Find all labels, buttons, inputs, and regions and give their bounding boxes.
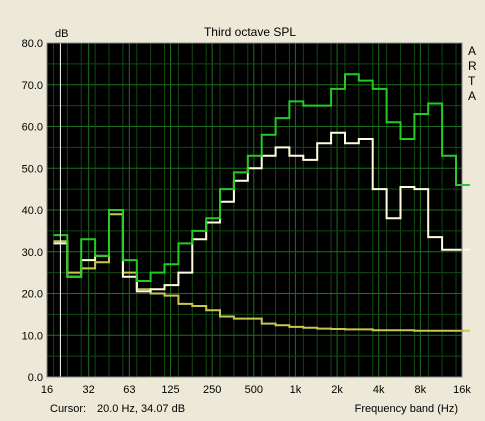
y-tick-label: 20.0 [22,289,43,301]
y-tick-label: 80.0 [22,38,43,50]
x-tick-label: 2k [331,384,343,396]
chart-title: Third octave SPL [204,25,296,39]
y-axis-ticks: 0.0 10.0 20.0 30.0 40.0 50.0 60.0 70.0 80.0 [22,38,43,384]
cursor-readout: 20.0 Hz, 34.07 dB [97,403,185,415]
x-tick-label: 125 [161,384,179,396]
x-tick-label: 4k [373,384,385,396]
y-tick-label: 70.0 [22,80,43,92]
series-layer [53,73,470,332]
x-tick-label: 16 [41,384,53,396]
x-axis-label: Frequency band (Hz) [355,403,458,415]
y-axis-unit-label: dB [55,28,68,40]
brand-letter: A [468,44,476,58]
y-tick-label: 0.0 [28,372,43,384]
x-tick-label: 250 [203,384,221,396]
plot-border [46,42,463,378]
x-tick-label: 8k [415,384,427,396]
x-tick-label: 500 [245,384,263,396]
series-0-line [53,73,470,282]
brand-letter: T [468,74,476,88]
x-tick-label: 32 [83,384,95,396]
x-tick-label: 16k [453,384,471,396]
y-tick-label: 10.0 [22,330,43,342]
y-tick-label: 50.0 [22,163,43,175]
x-axis-ticks: 16 32 63 125 250 500 1k 2k 4k 8k 16k [41,384,471,396]
y-tick-label: 40.0 [22,205,43,217]
y-tick-label: 60.0 [22,122,43,134]
cursor-label: Cursor: [50,403,86,415]
brand-letter: R [468,59,477,73]
brand-letter: A [468,89,476,103]
series-2-line [53,213,470,332]
x-tick-label: 63 [123,384,135,396]
x-tick-label: 1k [290,384,302,396]
y-tick-label: 30.0 [22,247,43,259]
